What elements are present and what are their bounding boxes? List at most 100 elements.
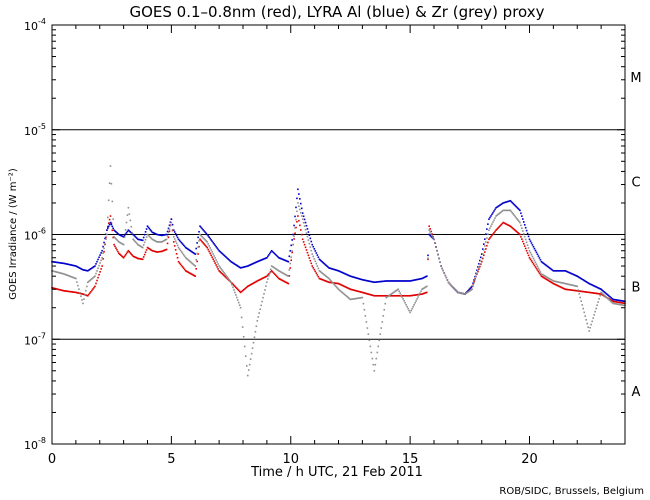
series-2-point (354, 276, 357, 279)
series-1-point (179, 263, 182, 266)
y-tick-label-base: 10 (24, 125, 38, 138)
series-1-point (499, 225, 501, 227)
series-1-point (57, 288, 59, 291)
series-3-point (567, 283, 570, 286)
series-2-point (413, 279, 415, 281)
series-3-point (188, 260, 191, 262)
series-3-point (299, 208, 301, 211)
series-3-point (116, 239, 118, 241)
series-2-point (204, 231, 206, 233)
series-3-point (304, 228, 307, 231)
x-tick-label: 20 (521, 452, 538, 467)
series-1-point (331, 281, 333, 284)
series-1-point (567, 288, 570, 291)
series-3-point (81, 299, 83, 301)
series-1-point (301, 238, 304, 241)
series-2-point (314, 250, 317, 252)
series-2-point (154, 232, 156, 235)
series-1-point (107, 225, 109, 228)
series-3-point (485, 241, 487, 243)
series-2-point (53, 261, 55, 263)
series-1-point (152, 250, 155, 252)
series-3-point (575, 285, 578, 287)
series-1-point (397, 294, 399, 297)
series-1-point (251, 282, 254, 285)
series-3-point (63, 273, 65, 275)
series-3-point (326, 276, 328, 278)
series-3-point (119, 241, 121, 244)
series-3-point (130, 225, 133, 228)
series-3-point (82, 302, 84, 305)
series-2-point (189, 250, 192, 252)
series-2-point (419, 278, 421, 280)
series-3-point (147, 234, 150, 237)
series-1-point (116, 249, 118, 251)
series-2-point (85, 269, 87, 272)
series-2-point (56, 261, 58, 264)
series-2-point (489, 216, 491, 219)
series-2-point (293, 224, 295, 227)
series-2-point (320, 260, 323, 262)
series-1-point (272, 272, 275, 274)
series-1-point (320, 278, 323, 281)
series-3-point (563, 282, 566, 285)
series-3-point (534, 261, 537, 264)
series-3-point (281, 272, 284, 274)
series-2-point (335, 269, 338, 272)
series-1-point (112, 236, 114, 239)
series-1-point (158, 250, 160, 253)
series-2-point (256, 260, 259, 263)
series-3-point (393, 291, 396, 293)
series-2-point (288, 255, 291, 258)
series-3-point (478, 266, 480, 268)
series-2-point (412, 279, 414, 282)
series-2-point (550, 268, 553, 271)
series-1-point (399, 294, 401, 297)
series-3-point (138, 244, 140, 247)
series-1-point (198, 245, 200, 248)
series-3-point (502, 209, 505, 212)
series-3-point (602, 293, 604, 296)
series-1-point (578, 290, 581, 292)
series-2-point (542, 262, 545, 265)
series-3-point (618, 303, 620, 306)
series-3-point (316, 265, 319, 267)
series-3-point (180, 251, 183, 253)
series-3-point (525, 241, 528, 244)
series-1-point (381, 294, 384, 297)
series-2-point (594, 285, 596, 288)
series-1-point (132, 255, 134, 258)
series-1-point (96, 279, 98, 282)
series-1-point (546, 279, 549, 281)
series-3-point (247, 369, 250, 371)
series-2-point (618, 299, 620, 302)
series-1-point (354, 289, 357, 292)
series-1-point (549, 280, 552, 283)
series-3-point (230, 281, 232, 284)
series-3-point (128, 213, 131, 215)
series-3-point (339, 290, 342, 292)
series-3-point (541, 273, 544, 276)
series-3-point (438, 257, 440, 260)
series-3-point (560, 281, 563, 284)
series-2-point (605, 292, 607, 295)
series-2-point (82, 269, 84, 271)
series-1-point (406, 294, 408, 297)
series-3-point (623, 304, 625, 307)
series-1-point (52, 287, 54, 289)
series-2-point (177, 238, 180, 241)
series-3-point (608, 298, 610, 301)
series-1-point (60, 289, 62, 291)
series-2-point (193, 252, 196, 255)
series-1-point (136, 257, 138, 259)
series-3-point (58, 271, 60, 274)
series-3-point (506, 209, 509, 212)
series-3-point (424, 286, 426, 289)
series-2-point (317, 256, 320, 258)
series-3-point (422, 287, 424, 290)
series-1-point (163, 249, 166, 252)
series-2-point (183, 245, 186, 248)
series-1-point (62, 289, 64, 292)
series-3-point (349, 298, 352, 301)
series-2-point (380, 280, 383, 283)
